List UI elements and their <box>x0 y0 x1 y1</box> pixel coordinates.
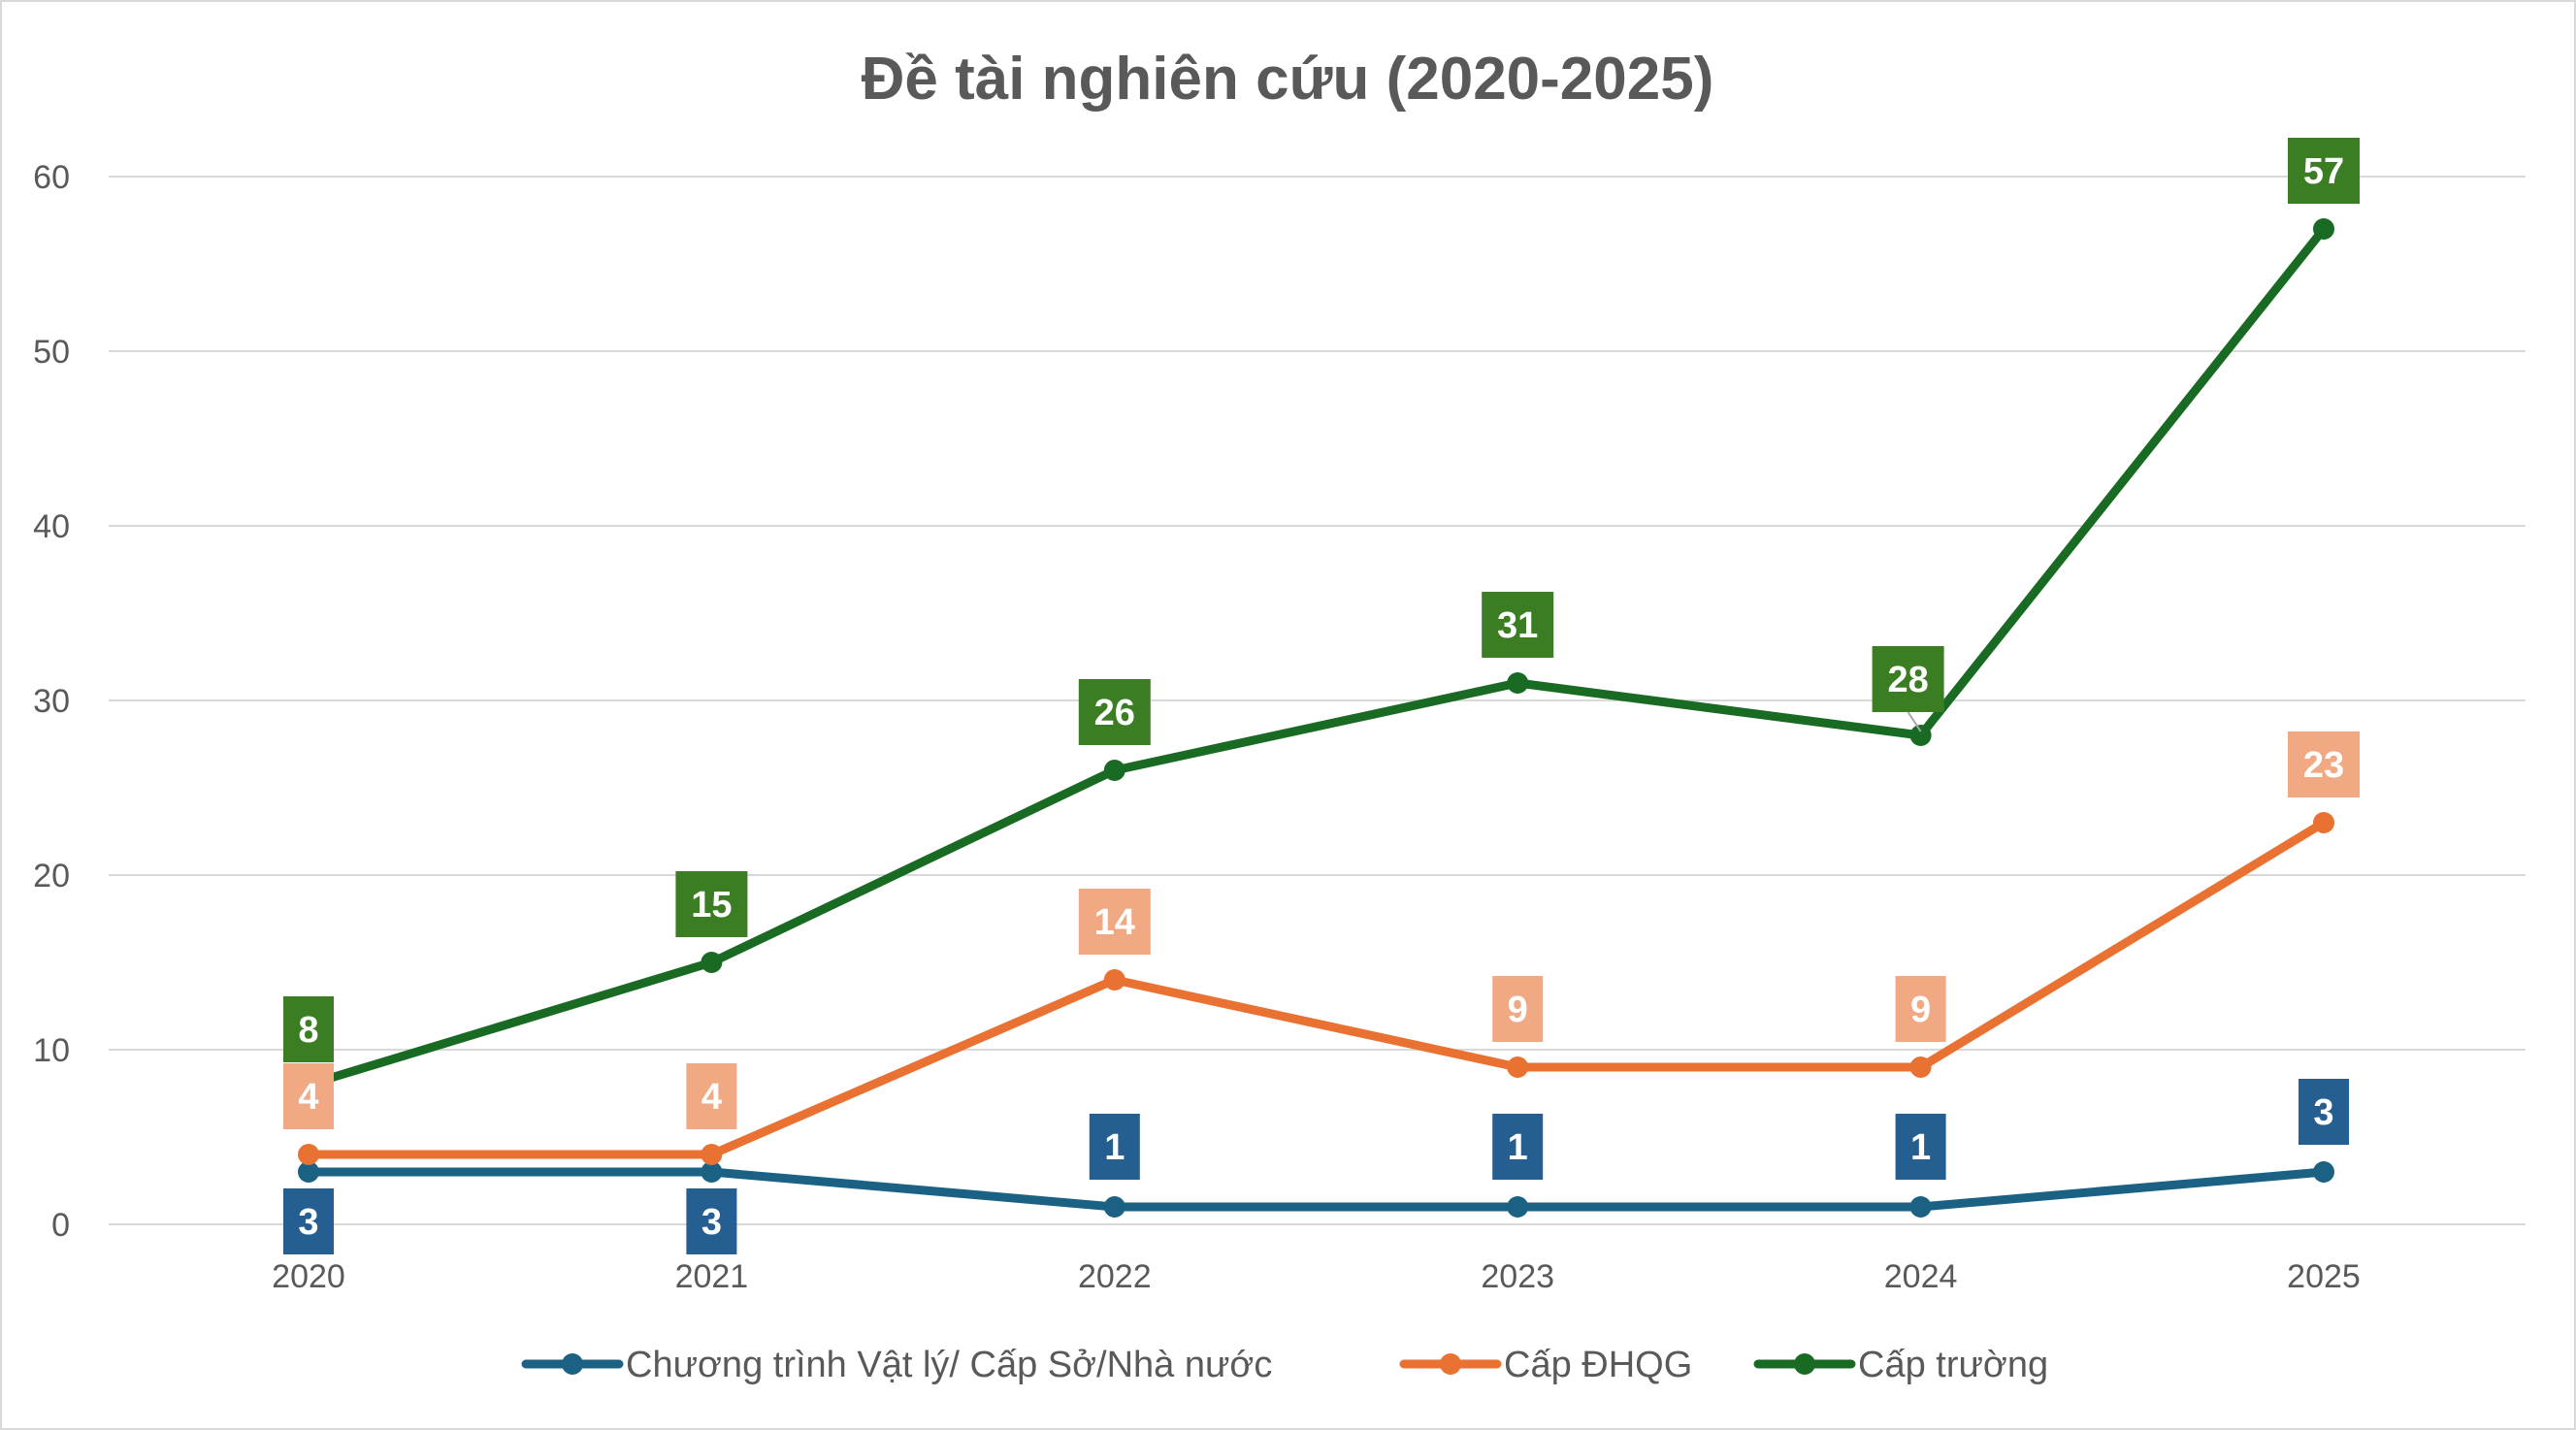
data-label-box <box>1492 1114 1544 1180</box>
data-label: 9 <box>1508 990 1528 1030</box>
x-tick-label: 2024 <box>1884 1258 1958 1295</box>
legend-marker-icon <box>562 1353 583 1375</box>
data-label-box <box>1089 1114 1140 1180</box>
data-point <box>1103 760 1125 781</box>
data-label-box <box>686 1063 737 1129</box>
data-label: 15 <box>691 885 732 926</box>
y-tick-label: 10 <box>33 1032 70 1069</box>
data-point <box>298 1161 319 1183</box>
data-point <box>1909 1056 1932 1078</box>
data-label: 4 <box>298 1077 318 1118</box>
y-tick-label: 30 <box>33 683 70 720</box>
data-label-box <box>675 871 748 937</box>
series-line <box>309 1167 2325 1212</box>
gridlines <box>109 176 2526 1225</box>
x-tick-label: 2023 <box>1481 1258 1554 1295</box>
series-line <box>307 226 2328 1089</box>
data-label: 1 <box>1508 1127 1528 1168</box>
legend-marker-icon <box>1440 1353 1461 1375</box>
data-point <box>1507 1056 1529 1078</box>
data-label: 4 <box>701 1077 722 1118</box>
data-label: 31 <box>1497 605 1538 646</box>
x-tick-label: 2025 <box>2287 1258 2361 1295</box>
data-point <box>2313 812 2334 833</box>
data-label: 28 <box>1887 660 1928 700</box>
legend: Chương trình Vật lý/ Cấp Sở/Nhà nước Cấp … <box>521 1345 2048 1385</box>
data-label-box <box>1078 889 1151 955</box>
series-group <box>298 218 2334 1218</box>
x-tick-label: 2022 <box>1078 1258 1152 1295</box>
data-label-box <box>1895 976 1946 1042</box>
legend-label: Cấp trường <box>1858 1345 2048 1385</box>
series-line <box>309 819 2327 1159</box>
data-label: 1 <box>1104 1127 1125 1168</box>
y-tick-label: 20 <box>33 858 70 894</box>
data-label: 1 <box>1910 1127 1931 1168</box>
data-label-box <box>283 1063 334 1129</box>
data-label-box <box>1078 679 1151 745</box>
legend-marker-icon <box>1794 1353 1815 1375</box>
data-label: 8 <box>298 1010 318 1051</box>
legend-label: Chương trình Vật lý/ Cấp Sở/Nhà nước <box>626 1345 1272 1385</box>
data-label-box <box>1895 1114 1946 1180</box>
data-label: 9 <box>1910 990 1931 1030</box>
data-point <box>1909 725 1932 746</box>
y-tick-label: 0 <box>51 1207 70 1244</box>
data-label: 3 <box>2313 1092 2333 1133</box>
data-point <box>298 1144 319 1165</box>
data-label-box <box>283 996 334 1062</box>
data-label-box <box>2288 731 2360 797</box>
data-point <box>701 1144 723 1165</box>
data-point <box>1507 672 1529 694</box>
data-label-box <box>283 1188 334 1254</box>
data-point <box>1103 1196 1125 1218</box>
data-label-box <box>1492 976 1544 1042</box>
data-label: 26 <box>1094 693 1135 733</box>
x-tick-label: 2021 <box>675 1258 749 1295</box>
data-label-box <box>686 1188 737 1254</box>
data-point <box>1507 1196 1529 1218</box>
y-tick-label: 60 <box>33 159 70 196</box>
y-axis-ticks: 0 10 20 30 40 50 60 <box>33 159 70 1244</box>
y-tick-label: 40 <box>33 508 70 545</box>
data-point <box>2313 218 2334 240</box>
data-label: 3 <box>298 1202 318 1243</box>
leader-line <box>1907 711 1922 732</box>
data-label-box <box>1872 646 1944 712</box>
data-point <box>701 1161 723 1183</box>
data-point <box>2313 1161 2334 1183</box>
y-tick-label: 50 <box>33 334 70 371</box>
x-axis-ticks: 2020 2021 2022 2023 2024 2025 <box>272 1258 2361 1295</box>
data-label: 57 <box>2303 151 2344 192</box>
data-point <box>701 952 723 973</box>
data-label-box <box>2299 1079 2349 1145</box>
data-label-box <box>2288 138 2360 204</box>
data-label-box <box>1482 592 1554 658</box>
chart-title: Đề tài nghiên cứu (2020-2025) <box>862 46 1714 113</box>
data-label: 23 <box>2303 745 2344 786</box>
x-tick-label: 2020 <box>272 1258 345 1295</box>
data-point <box>1909 1196 1932 1218</box>
data-point <box>1103 969 1125 991</box>
legend-label: Cấp ĐHQG <box>1504 1345 1692 1385</box>
data-label: 14 <box>1094 902 1135 943</box>
data-label: 3 <box>701 1202 722 1243</box>
